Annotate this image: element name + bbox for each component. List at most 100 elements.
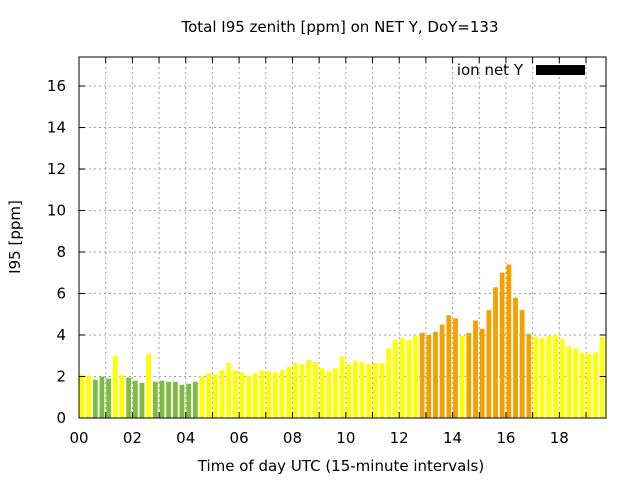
bar bbox=[579, 352, 585, 418]
x-tick-label: 12 bbox=[390, 429, 409, 447]
x-tick-label: 08 bbox=[283, 429, 302, 447]
bar bbox=[479, 328, 485, 418]
plot-frame bbox=[78, 56, 607, 419]
legend: ion net Y bbox=[457, 61, 585, 79]
bar bbox=[426, 335, 432, 418]
bar bbox=[593, 352, 598, 418]
bar bbox=[346, 364, 352, 418]
bar bbox=[393, 340, 398, 418]
bar bbox=[453, 318, 458, 418]
bar bbox=[266, 371, 272, 418]
bar bbox=[106, 378, 112, 418]
bar bbox=[539, 338, 545, 418]
y-tick-label: 10 bbox=[47, 202, 66, 220]
x-tick-label: 18 bbox=[550, 429, 569, 447]
bar bbox=[506, 264, 512, 418]
bar bbox=[186, 383, 192, 418]
bar bbox=[386, 348, 392, 418]
bar bbox=[446, 315, 452, 418]
bar bbox=[359, 361, 365, 418]
bar bbox=[99, 376, 105, 418]
bar bbox=[493, 287, 498, 418]
x-tick-label: 02 bbox=[123, 429, 142, 447]
bar bbox=[486, 310, 492, 418]
bar bbox=[299, 364, 305, 418]
bar bbox=[459, 336, 465, 418]
bar bbox=[306, 359, 312, 418]
bar bbox=[433, 331, 438, 418]
bar bbox=[192, 381, 198, 418]
bar bbox=[172, 381, 178, 418]
bar bbox=[279, 370, 285, 418]
bar bbox=[499, 272, 505, 418]
bar bbox=[86, 375, 92, 418]
bar bbox=[339, 356, 345, 418]
y-tick-label: 4 bbox=[56, 326, 66, 344]
bar bbox=[126, 377, 132, 418]
bars bbox=[79, 264, 605, 418]
bar bbox=[366, 364, 372, 418]
bar bbox=[286, 367, 292, 418]
y-tick-label: 2 bbox=[56, 368, 66, 386]
bar bbox=[159, 380, 165, 418]
bar bbox=[146, 353, 152, 418]
bar bbox=[252, 373, 258, 418]
bar bbox=[573, 348, 578, 418]
bar bbox=[599, 337, 605, 418]
bar bbox=[79, 374, 85, 418]
bar bbox=[166, 381, 172, 418]
bar bbox=[92, 379, 98, 418]
bar bbox=[219, 370, 225, 418]
y-tick-label: 6 bbox=[56, 285, 66, 303]
bar bbox=[519, 310, 525, 418]
bar bbox=[132, 380, 138, 418]
legend-swatch bbox=[536, 65, 585, 75]
bar bbox=[526, 333, 532, 418]
bar bbox=[319, 368, 325, 418]
bar bbox=[119, 375, 125, 418]
bar bbox=[293, 363, 298, 418]
y-tick-label: 8 bbox=[56, 243, 66, 261]
x-tick-label: 00 bbox=[69, 429, 88, 447]
y-tick-label: 12 bbox=[47, 160, 66, 178]
bar bbox=[533, 337, 538, 418]
grid bbox=[79, 57, 606, 418]
bar bbox=[206, 373, 212, 418]
bar bbox=[439, 324, 445, 418]
legend-label: ion net Y bbox=[457, 61, 524, 79]
x-tick-label: 14 bbox=[443, 429, 462, 447]
x-tick-label: 10 bbox=[336, 429, 355, 447]
y-tick-label: 16 bbox=[47, 77, 66, 95]
bar bbox=[419, 332, 425, 418]
bar bbox=[239, 372, 245, 418]
bar bbox=[313, 361, 318, 418]
bar bbox=[272, 372, 278, 418]
bar bbox=[333, 368, 338, 418]
bar bbox=[466, 332, 472, 418]
bar bbox=[353, 360, 358, 418]
bar bbox=[226, 363, 232, 418]
chart-title: Total I95 zenith [ppm] on NET Y, DoY=133 bbox=[180, 18, 498, 36]
bar bbox=[413, 336, 418, 418]
x-tick-label: 04 bbox=[176, 429, 195, 447]
bar bbox=[199, 376, 205, 418]
bar bbox=[152, 381, 158, 418]
bar bbox=[473, 320, 478, 418]
y-axis-label: I95 [ppm] bbox=[6, 200, 24, 274]
x-tick-label: 06 bbox=[230, 429, 249, 447]
bar bbox=[513, 297, 518, 418]
bar bbox=[406, 340, 412, 418]
bar bbox=[373, 363, 378, 418]
bar bbox=[326, 371, 332, 418]
bar bbox=[559, 339, 565, 418]
bar bbox=[399, 338, 405, 418]
bar bbox=[212, 374, 218, 418]
bar bbox=[259, 370, 265, 418]
bar bbox=[553, 335, 558, 418]
bar bbox=[379, 363, 385, 418]
y-tick-label: 14 bbox=[47, 119, 66, 137]
x-tick-label: 16 bbox=[496, 429, 515, 447]
bar bbox=[179, 384, 185, 418]
